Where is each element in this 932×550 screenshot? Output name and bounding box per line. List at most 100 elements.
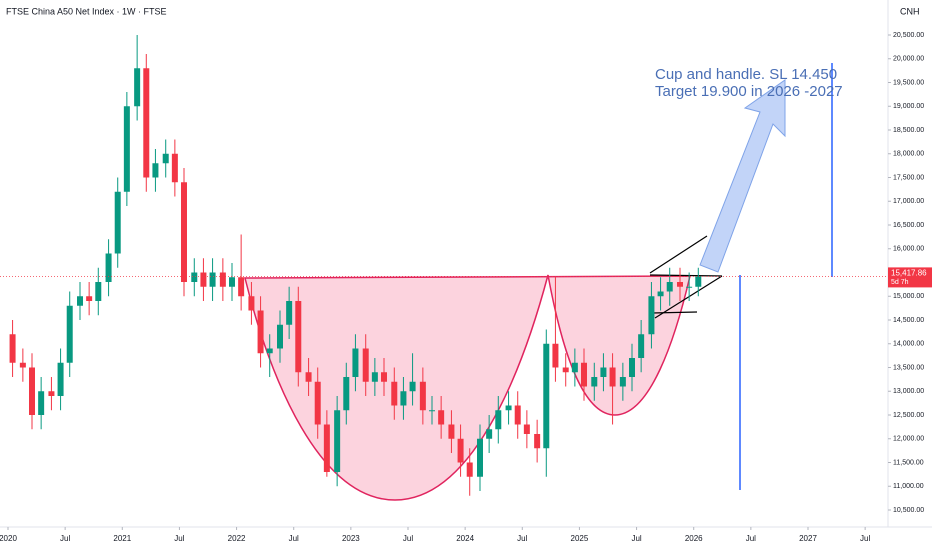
y-tick-label: 19,000.00	[893, 103, 924, 110]
candle-body	[666, 282, 673, 292]
candle-body	[466, 462, 473, 477]
candle-body	[286, 301, 293, 325]
candle-body	[352, 348, 359, 377]
candle-body	[591, 376, 598, 387]
candle-body	[534, 433, 541, 449]
candle-body	[314, 381, 321, 425]
candle-body	[277, 324, 283, 349]
y-tick-label: 17,000.00	[893, 198, 924, 205]
candle-body	[238, 277, 245, 297]
candle-body	[171, 153, 178, 183]
candle-body	[29, 367, 35, 415]
candle-body	[657, 291, 664, 297]
candle-body	[95, 282, 102, 302]
candle-body	[134, 68, 141, 107]
x-tick-label: 2024	[456, 534, 474, 543]
y-tick-label: 16,000.00	[893, 246, 924, 253]
x-tick-label: 2022	[228, 534, 246, 543]
candle-body	[495, 410, 502, 430]
candle-body	[677, 282, 683, 287]
y-tick-label: 12,000.00	[893, 436, 924, 443]
price-tag-label: 15,417.86	[891, 269, 927, 278]
candle-body	[362, 348, 369, 382]
y-tick-label: 14,500.00	[893, 317, 924, 324]
candle-body	[619, 376, 626, 387]
flag-lines	[649, 235, 723, 319]
candle-body	[229, 277, 235, 287]
candle-body	[48, 391, 55, 396]
candle-body	[600, 367, 607, 377]
candle-body	[609, 367, 616, 387]
candle-body	[581, 362, 587, 387]
candle-body	[477, 438, 483, 477]
cup-shape	[244, 274, 691, 501]
candle-body	[9, 334, 16, 363]
candle-body	[409, 381, 416, 392]
x-tick-label: Jul	[746, 534, 756, 543]
candle-body	[77, 296, 83, 306]
candle-body	[181, 182, 187, 283]
y-tick-label: 10,500.00	[893, 507, 924, 514]
candle-body	[448, 424, 455, 439]
candle-body	[38, 391, 45, 415]
x-tick-label: Jul	[517, 534, 527, 543]
candle-body	[162, 153, 169, 164]
candle-body	[19, 362, 26, 368]
chart-title: FTSE China A50 Net Index · 1W · FTSE	[6, 6, 167, 16]
candle-body	[695, 276, 702, 287]
x-tick-label: Jul	[860, 534, 870, 543]
candle-body	[381, 372, 387, 382]
candle-body	[552, 343, 559, 368]
x-tick-label: Jul	[403, 534, 413, 543]
y-tick-label: 20,500.00	[893, 32, 924, 39]
candle-body	[400, 391, 407, 406]
y-tick-label: 12,500.00	[893, 412, 924, 419]
candle-body	[143, 68, 150, 178]
y-tick-label: 20,000.00	[893, 56, 924, 63]
x-tick-label: 2021	[113, 534, 131, 543]
candle-body	[66, 305, 73, 363]
candle-body	[105, 253, 112, 283]
candle-body	[419, 381, 426, 411]
candle-body	[123, 106, 130, 192]
candle-body	[200, 272, 207, 287]
candle-body	[562, 367, 569, 373]
x-tick-label: 2023	[342, 534, 360, 543]
candle-body	[486, 429, 493, 439]
countdown-label: 5d 7h	[891, 279, 909, 286]
candle-body	[191, 272, 198, 283]
x-tick-label: Jul	[60, 534, 70, 543]
target-arrow	[699, 79, 786, 273]
candle-body	[371, 372, 378, 382]
candle-body	[638, 334, 645, 358]
candle-body	[429, 410, 435, 412]
y-tick-label: 19,500.00	[893, 79, 924, 86]
candle-body	[648, 296, 655, 335]
candle-body	[152, 163, 159, 178]
x-tick-label: Jul	[289, 534, 299, 543]
candle-body	[114, 191, 121, 254]
candle-body	[629, 357, 635, 377]
candle-body	[571, 362, 578, 373]
candle-body	[305, 372, 312, 382]
candle-body	[391, 381, 398, 406]
x-tick-label: Jul	[174, 534, 184, 543]
candle-body	[438, 410, 445, 425]
candle-body	[266, 348, 273, 354]
candle-body	[257, 310, 264, 354]
candle-body	[295, 301, 302, 373]
candle-body	[334, 410, 341, 472]
y-tick-label: 14,000.00	[893, 341, 924, 348]
y-tick-label: 13,500.00	[893, 364, 924, 371]
price-tag	[888, 267, 932, 288]
x-tick-label: Jul	[631, 534, 641, 543]
candle-body	[57, 362, 64, 396]
candle-body	[343, 376, 350, 411]
y-tick-label: 18,000.00	[893, 151, 924, 158]
currency-label: CNH	[900, 6, 920, 16]
y-tick-label: 16,500.00	[893, 222, 924, 229]
x-tick-label: 2025	[571, 534, 589, 543]
candle-body	[323, 424, 330, 472]
